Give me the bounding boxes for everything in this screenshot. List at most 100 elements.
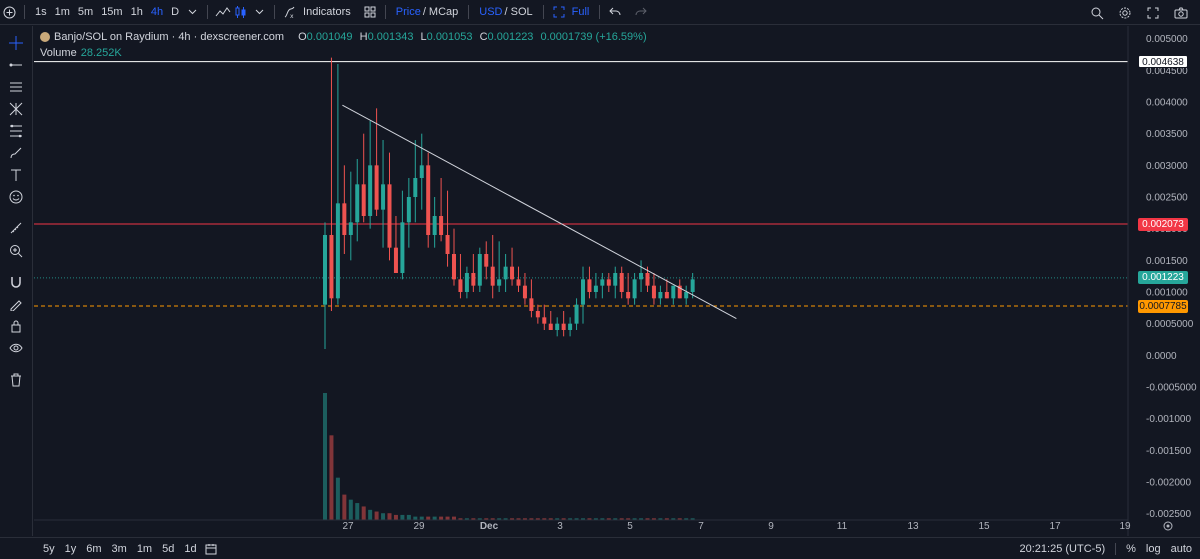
interval-1s[interactable]: 1s — [35, 5, 47, 18]
add-symbol-icon[interactable] — [0, 0, 18, 25]
range-1m[interactable]: 1m — [136, 542, 153, 555]
range-1d[interactable]: 1d — [184, 542, 197, 555]
interval-1m[interactable]: 1m — [54, 5, 70, 18]
percent-toggle[interactable]: % — [1126, 543, 1136, 555]
auto-toggle[interactable]: auto — [1170, 543, 1192, 555]
log-toggle[interactable]: log — [1145, 543, 1161, 555]
volume-bar — [639, 518, 644, 520]
range-5d[interactable]: 5d — [162, 542, 175, 555]
ohlc-values: O0.001049 H0.001343 L0.001053 C0.001223 … — [298, 30, 651, 44]
divider — [24, 5, 25, 19]
candle-body — [639, 273, 644, 280]
chart-legend: Banjo/SOL on Raydium · 4h · dexscreener.… — [40, 30, 651, 60]
price-tag-orange-line: 0.0007785 — [1138, 299, 1188, 313]
y-tick-label: 0.0000 — [1146, 351, 1177, 362]
y-tick-label: 0.004000 — [1146, 98, 1188, 109]
x-tick-label: 9 — [768, 521, 774, 532]
symbol-title[interactable]: Banjo/SOL on Raydium · 4h · dexscreener.… — [54, 31, 285, 43]
candle-body — [619, 273, 624, 292]
clock-time[interactable]: 20:21:25 (UTC-5) — [1019, 543, 1106, 555]
zoom-in-icon[interactable] — [7, 242, 25, 260]
usd-toggle[interactable]: USD — [479, 5, 503, 18]
interval-4h[interactable]: 4h — [150, 5, 164, 18]
high-key: H — [359, 31, 368, 43]
settings-gear-icon[interactable] — [1116, 0, 1134, 25]
volume-bar — [335, 477, 340, 520]
divider — [542, 5, 544, 19]
volume-bar — [587, 518, 592, 520]
sol-toggle[interactable]: / SOL — [504, 5, 533, 18]
divider — [1115, 543, 1117, 555]
y-tick-label: 0.003000 — [1146, 161, 1188, 172]
open-value: 0.001049 — [306, 31, 353, 43]
candle-body — [413, 178, 418, 197]
candle-body — [497, 279, 502, 286]
volume-bar — [542, 518, 547, 520]
x-tick-label: 29 — [413, 521, 425, 532]
volume-bar — [355, 503, 360, 520]
volume-bar — [445, 516, 450, 520]
redo-icon[interactable] — [632, 0, 650, 25]
range-1y[interactable]: 1y — [64, 542, 77, 555]
volume-bar — [419, 516, 424, 520]
indicators-icon[interactable]: x — [281, 0, 299, 25]
fullscreen-icon[interactable] — [550, 0, 568, 25]
volume-bar — [323, 393, 327, 520]
line-chart-icon[interactable] — [214, 0, 232, 25]
fib-icon[interactable] — [7, 122, 25, 140]
axis-settings-icon — [1163, 521, 1173, 531]
candle-body — [439, 216, 444, 235]
range-5y[interactable]: 5y — [43, 542, 55, 555]
emoji-icon[interactable] — [7, 188, 25, 206]
pitchfork-icon[interactable] — [7, 100, 25, 118]
candle-body — [574, 304, 579, 324]
volume-bar — [400, 514, 405, 520]
volume-bar — [664, 518, 669, 520]
y-tick-label: 0.003500 — [1146, 129, 1188, 140]
range-3m[interactable]: 3m — [111, 542, 127, 555]
mcap-toggle[interactable]: / MCap — [422, 5, 459, 18]
interval-1h[interactable]: 1h — [130, 5, 143, 18]
candle-body — [374, 165, 379, 210]
interval-group: 1s 1m 5m 15m 1h 4h D — [31, 0, 183, 25]
divider — [207, 5, 209, 19]
interval-d[interactable]: D — [171, 5, 180, 18]
price-tag-red-line: 0.002073 — [1138, 217, 1188, 231]
full-button[interactable]: Full — [571, 5, 590, 18]
volume-bar — [464, 518, 469, 520]
interval-5m[interactable]: 5m — [77, 5, 94, 18]
lock-drawing-icon[interactable] — [7, 295, 25, 313]
toolbar-right — [1088, 0, 1190, 25]
camera-icon[interactable] — [1172, 0, 1190, 25]
fullscreen-expand-icon[interactable] — [1144, 0, 1162, 25]
eye-icon[interactable] — [7, 339, 25, 357]
screenshot-icon[interactable] — [1088, 0, 1106, 25]
crosshair-icon[interactable] — [7, 34, 25, 52]
indicators-button[interactable]: Indicators — [303, 5, 351, 18]
trendline[interactable] — [342, 104, 737, 320]
volume-bar — [600, 518, 605, 520]
layout-grid-icon[interactable] — [361, 0, 379, 25]
text-icon[interactable] — [7, 166, 25, 184]
chevron-down-icon[interactable] — [250, 0, 268, 25]
candles-icon[interactable] — [232, 0, 250, 25]
range-6m[interactable]: 6m — [86, 542, 102, 555]
magnet-icon[interactable] — [7, 273, 25, 291]
horizontal-lines-icon[interactable] — [7, 78, 25, 96]
trash-icon[interactable] — [7, 371, 25, 389]
ruler-icon[interactable] — [7, 219, 25, 237]
price-chart[interactable]: 0.005000 0.004500 0.004000 0.003500 0.003000… — [34, 26, 1200, 536]
lock-icon[interactable] — [7, 317, 25, 335]
price-toggle[interactable]: Price — [395, 5, 421, 18]
interval-15m[interactable]: 15m — [101, 5, 123, 18]
undo-icon[interactable] — [606, 0, 624, 25]
close-value: 0.001223 — [487, 31, 534, 43]
volume-bar — [439, 516, 444, 520]
date-range-icon[interactable] — [202, 536, 220, 559]
y-tick-label: -0.001000 — [1146, 414, 1191, 425]
volume-bar — [658, 518, 663, 520]
chevron-down-icon[interactable] — [183, 0, 201, 25]
brush-icon[interactable] — [7, 144, 25, 162]
trend-line-icon[interactable] — [7, 56, 25, 74]
candle-body — [458, 279, 463, 292]
